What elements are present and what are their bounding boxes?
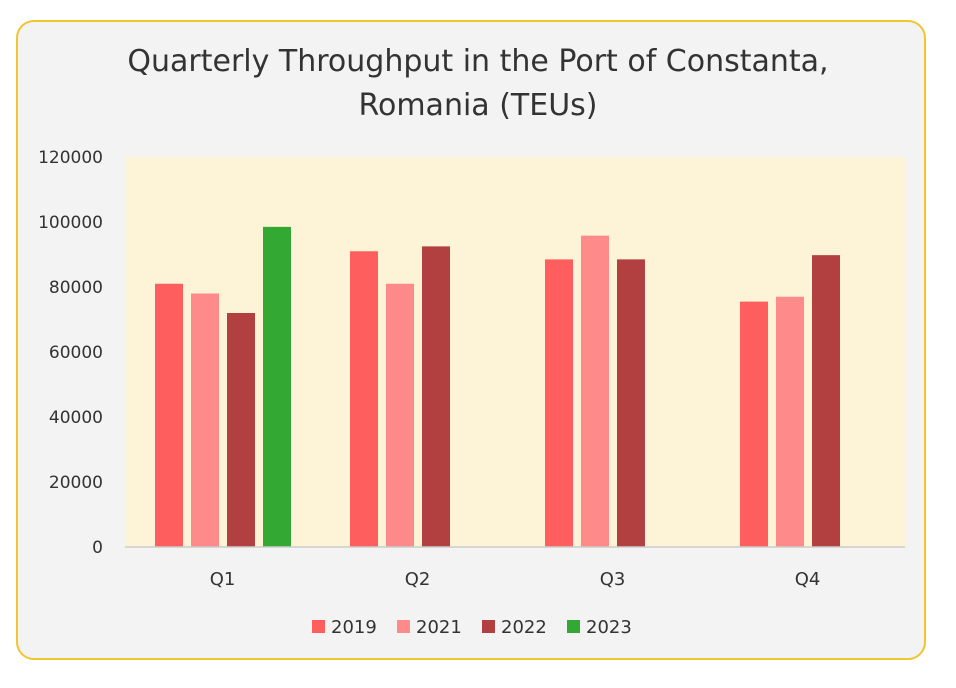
legend-label-2021: 2021 (416, 617, 462, 638)
bar-q4-2019 (740, 301, 768, 547)
bar-q2-2021 (386, 283, 414, 547)
y-tick-label: 120000 (38, 148, 103, 168)
y-tick-label: 80000 (49, 278, 103, 298)
bar-q2-2019 (350, 251, 378, 547)
y-tick-label: 60000 (49, 343, 103, 363)
x-tick-label: Q2 (405, 569, 431, 590)
y-tick-label: 100000 (38, 213, 103, 233)
y-tick-label: 40000 (49, 408, 103, 428)
bar-q1-2021 (191, 293, 219, 547)
legend-swatch-2022 (482, 620, 495, 633)
legend-swatch-2021 (397, 620, 410, 633)
bar-q3-2019 (545, 259, 573, 547)
bar-q1-2019 (155, 283, 183, 547)
legend-label-2022: 2022 (501, 617, 547, 638)
bar-q2-2022 (422, 246, 450, 547)
bar-q3-2021 (581, 235, 609, 547)
y-tick-label: 20000 (49, 473, 103, 493)
x-tick-label: Q3 (600, 569, 626, 590)
chart-title-line-2: Romania (TEUs) (358, 88, 598, 123)
legend-swatch-2023 (567, 620, 580, 633)
bar-q3-2022 (617, 259, 645, 547)
bar-q4-2022 (812, 255, 840, 547)
x-tick-label: Q4 (795, 569, 821, 590)
legend-label-2019: 2019 (331, 617, 377, 638)
legend-label-2023: 2023 (586, 617, 632, 638)
legend-swatch-2019 (312, 620, 325, 633)
x-tick-label: Q1 (210, 569, 236, 590)
bar-q1-2023 (263, 226, 291, 547)
y-tick-label: 0 (92, 538, 103, 558)
chart-title: Quarterly Throughput in the Port of Cons… (0, 40, 956, 128)
bar-q1-2022 (227, 313, 255, 547)
bar-q4-2021 (776, 296, 804, 547)
chart-title-line-1: Quarterly Throughput in the Port of Cons… (127, 44, 829, 79)
